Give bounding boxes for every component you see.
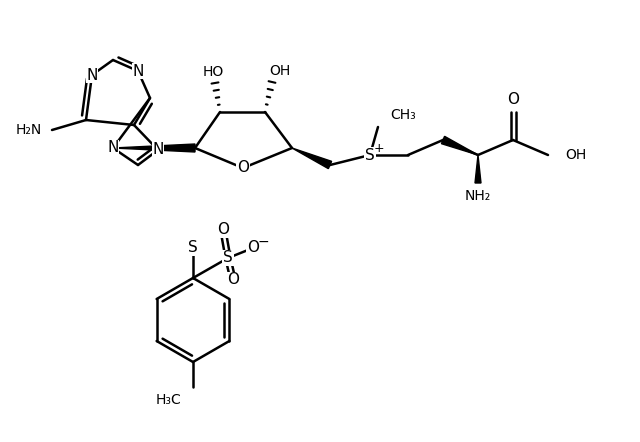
Text: HO: HO [202, 65, 223, 79]
Text: N: N [86, 68, 98, 83]
Text: S: S [223, 251, 233, 266]
Text: +: + [374, 141, 384, 155]
Polygon shape [292, 148, 332, 169]
Text: OH: OH [565, 148, 586, 162]
Text: NH₂: NH₂ [465, 189, 491, 203]
Polygon shape [113, 144, 195, 152]
Text: H₃C: H₃C [156, 393, 181, 407]
Text: CH₃: CH₃ [390, 108, 416, 122]
Text: O: O [217, 222, 229, 237]
Text: N: N [108, 141, 118, 156]
Text: H₂N: H₂N [16, 123, 42, 137]
Text: N: N [152, 142, 164, 157]
Text: O: O [227, 273, 239, 287]
Text: O: O [237, 160, 249, 175]
Text: N: N [132, 64, 144, 79]
Text: O: O [507, 92, 519, 107]
Polygon shape [442, 136, 478, 155]
Text: O: O [247, 240, 259, 255]
Text: S: S [188, 240, 198, 255]
Text: −: − [257, 235, 269, 249]
Text: OH: OH [269, 64, 291, 78]
Text: S: S [365, 148, 375, 163]
Polygon shape [475, 155, 481, 183]
